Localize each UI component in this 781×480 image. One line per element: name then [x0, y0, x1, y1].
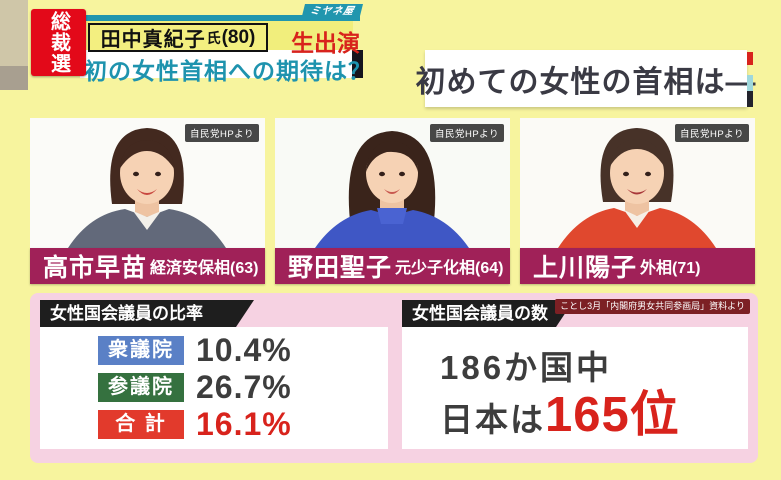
candidates-row: 自民党HPより 高市早苗 経済安保相(63) [30, 118, 755, 284]
live-appearance-label: 生出演 [291, 30, 360, 56]
data-source-badge: ことし3月「内閣府男女共同参画局」資料より [555, 299, 750, 314]
statistics-section: 女性国会議員の比率 衆議院 10.4% 参議院 26.7% 合 計 16.1% … [30, 293, 758, 463]
studio-background-sliver-dark [0, 66, 28, 90]
candidate-kamikawa: 自民党HPより 上川陽子 外相(71) [520, 118, 755, 284]
candidate-role: 元少子化相(64) [395, 260, 504, 277]
house-value: 10.4% [196, 332, 292, 368]
guest-age: (80) [221, 26, 256, 48]
candidate-name: 野田聖子 [288, 254, 393, 282]
candidate-name-bar: 上川陽子 外相(71) [520, 248, 755, 284]
election-vertical-badge: 総裁選 [31, 9, 86, 76]
headline-notch-red [747, 52, 753, 65]
ratio-row-upper-house: 参議院 26.7% [40, 369, 388, 406]
candidate-name-bar: 高市早苗 経済安保相(63) [30, 248, 265, 284]
headline-notch-teal [747, 75, 753, 91]
photo-credit-badge: 自民党HPより [674, 124, 749, 142]
candidate-photo [275, 118, 510, 248]
candidate-name: 高市早苗 [43, 254, 148, 282]
japan-rank-prefix: 日本は [440, 401, 545, 438]
house-badge: 衆議院 [98, 336, 184, 365]
candidate-name-bar: 野田聖子 元少子化相(64) [275, 248, 510, 284]
banner-subtitle: 初の女性首相への期待は？ [84, 58, 372, 84]
ratio-rows: 衆議院 10.4% 参議院 26.7% 合 計 16.1% [40, 327, 388, 443]
election-vertical-badge-text: 総裁選 [47, 11, 70, 74]
candidate-noda: 自民党HPより 野田聖子 元少子化相(64) [275, 118, 510, 284]
photo-credit-badge: 自民党HPより [184, 124, 259, 142]
candidate-role: 経済安保相(63) [150, 260, 259, 277]
house-value: 16.1% [196, 406, 292, 442]
count-panel-body: 186か国中 日本は 165位 [402, 327, 748, 449]
headline-notch-dark [747, 91, 753, 107]
banner-end-bar [352, 50, 363, 78]
studio-background-sliver [0, 0, 28, 66]
candidate-photo [30, 118, 265, 248]
count-panel-title: 女性国会議員の数 [402, 300, 574, 327]
ratio-row-lower-house: 衆議院 10.4% [40, 332, 388, 369]
ratio-row-total: 合 計 16.1% [40, 406, 388, 443]
photo-credit-badge: 自民党HPより [429, 124, 504, 142]
headline-box: 初めての女性の首相は― [416, 50, 756, 107]
ratio-panel-title: 女性国会議員の比率 [40, 300, 254, 327]
portrait-wavy-hair-blue-jacket [275, 118, 510, 248]
candidate-takaichi: 自民党HPより 高市早苗 経済安保相(63) [30, 118, 265, 284]
house-value: 26.7% [196, 369, 292, 405]
japan-rank-line: 日本は 165位 [440, 391, 748, 441]
candidate-role: 外相(71) [640, 260, 701, 277]
banner-top-line [80, 15, 360, 21]
guest-name-box: 田中真紀子 氏 (80) [88, 23, 268, 52]
banner-white-band [80, 50, 352, 78]
ratio-panel-body: 衆議院 10.4% 参議院 26.7% 合 計 16.1% [40, 327, 388, 449]
guest-name: 田中真紀子 [100, 29, 206, 51]
headline-text: 初めての女性の首相は― [415, 65, 757, 99]
house-badge: 合 計 [98, 410, 184, 439]
guest-honorific: 氏 [206, 29, 221, 46]
japan-rank-value: 165位 [545, 388, 680, 442]
show-logo: ミヤネ屋 [301, 4, 363, 20]
total-countries-text: 186か国中 [440, 349, 613, 386]
house-badge: 参議院 [98, 373, 184, 402]
candidate-name: 上川陽子 [533, 254, 638, 282]
